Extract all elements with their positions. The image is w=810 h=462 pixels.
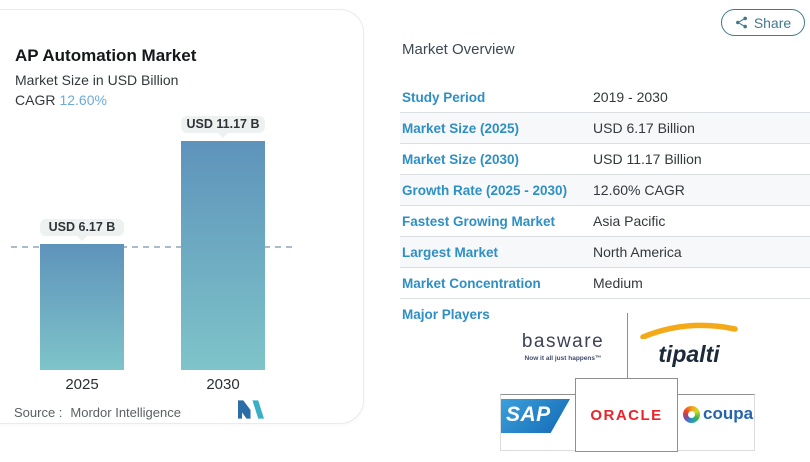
row-value: 12.60% CAGR: [593, 182, 685, 198]
row-value: USD 11.17 Billion: [593, 151, 702, 167]
share-icon: [735, 16, 747, 29]
share-button[interactable]: Share: [721, 9, 805, 36]
bar-value-label-2030: USD 11.17 B: [181, 116, 265, 133]
table-row: Market Size (2025) USD 6.17 Billion: [400, 113, 810, 144]
basware-logo: basware Now it all just happens™: [515, 331, 611, 362]
bar: [181, 141, 265, 370]
row-value: USD 6.17 Billion: [593, 120, 695, 136]
chart-subtitle: Market Size in USD Billion: [15, 72, 179, 88]
org-chart-vertical-connector: [627, 313, 628, 378]
table-row: Largest Market North America: [400, 237, 810, 268]
row-value: Medium: [593, 275, 643, 291]
source-row: Source : Mordor Intelligence: [14, 405, 181, 420]
major-players-label: Major Players: [402, 307, 490, 322]
org-chart-left-cell: [500, 394, 576, 451]
cagr-value: 12.60%: [59, 92, 107, 108]
row-value: 2019 - 2030: [593, 89, 668, 105]
bar-column-2030: USD 11.17 B: [181, 116, 265, 370]
row-label: Largest Market: [402, 244, 499, 260]
reference-dashed-line: [11, 246, 295, 248]
bar: [40, 244, 124, 370]
bar-column-2025: USD 6.17 B: [40, 219, 124, 370]
basware-tagline: Now it all just happens™: [524, 355, 602, 362]
tipalti-swoosh-icon: [640, 322, 738, 340]
table-row: Growth Rate (2025 - 2030) 12.60% CAGR: [400, 175, 810, 206]
row-label: Market Concentration: [402, 275, 541, 291]
chart-cagr-line: CAGR 12.60%: [15, 92, 107, 108]
oracle-logo: ORACLE: [590, 406, 663, 424]
org-chart-right-cell: [678, 394, 755, 451]
table-row: Market Size (2030) USD 11.17 Billion: [400, 144, 810, 175]
coupa-swirl-icon: [683, 405, 700, 423]
org-chart-center-cell: ORACLE: [575, 378, 678, 452]
x-axis-label-2025: 2025: [65, 376, 99, 393]
coupa-logo: coupa: [683, 404, 753, 424]
row-value: Asia Pacific: [593, 213, 666, 229]
row-label: Growth Rate (2025 - 2030): [402, 182, 568, 198]
row-value: North America: [593, 244, 682, 260]
table-row: Fastest Growing Market Asia Pacific: [400, 206, 810, 237]
row-label: Study Period: [402, 89, 486, 105]
table-row: Market Concentration Medium: [400, 268, 810, 299]
table-row: Study Period 2019 - 2030: [400, 82, 810, 113]
tipalti-logo: tipalti: [636, 321, 742, 368]
tipalti-wordmark: tipalti: [658, 341, 720, 367]
x-axis-label-2030: 2030: [206, 376, 240, 393]
bar-value-label-2025: USD 6.17 B: [40, 219, 124, 236]
source-label: Source :: [14, 405, 63, 420]
row-label: Market Size (2030): [402, 151, 520, 167]
chart-card: AP Automation Market Market Size in USD …: [0, 9, 364, 424]
share-button-label: Share: [753, 14, 792, 31]
source-name: Mordor Intelligence: [70, 405, 181, 420]
row-label: Fastest Growing Market: [402, 213, 556, 229]
cagr-label: CAGR: [15, 92, 56, 108]
overview-table: Study Period 2019 - 2030 Market Size (20…: [400, 82, 810, 299]
overview-heading: Market Overview: [402, 41, 515, 58]
mordor-intelligence-logo-icon: [238, 400, 264, 419]
coupa-wordmark: coupa: [703, 404, 754, 423]
sap-wordmark: SAP: [506, 403, 551, 426]
row-label: Market Size (2025): [402, 120, 520, 136]
basware-wordmark: basware: [521, 331, 605, 352]
chart-title: AP Automation Market: [15, 46, 197, 65]
